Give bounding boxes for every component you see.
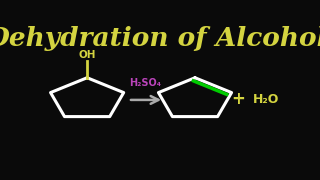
Text: OH: OH	[78, 50, 96, 60]
Text: Dehydration of Alcohols: Dehydration of Alcohols	[0, 26, 320, 51]
Text: +: +	[231, 90, 245, 108]
Text: H₂SO₄: H₂SO₄	[129, 78, 161, 88]
Text: H₂O: H₂O	[252, 93, 279, 106]
